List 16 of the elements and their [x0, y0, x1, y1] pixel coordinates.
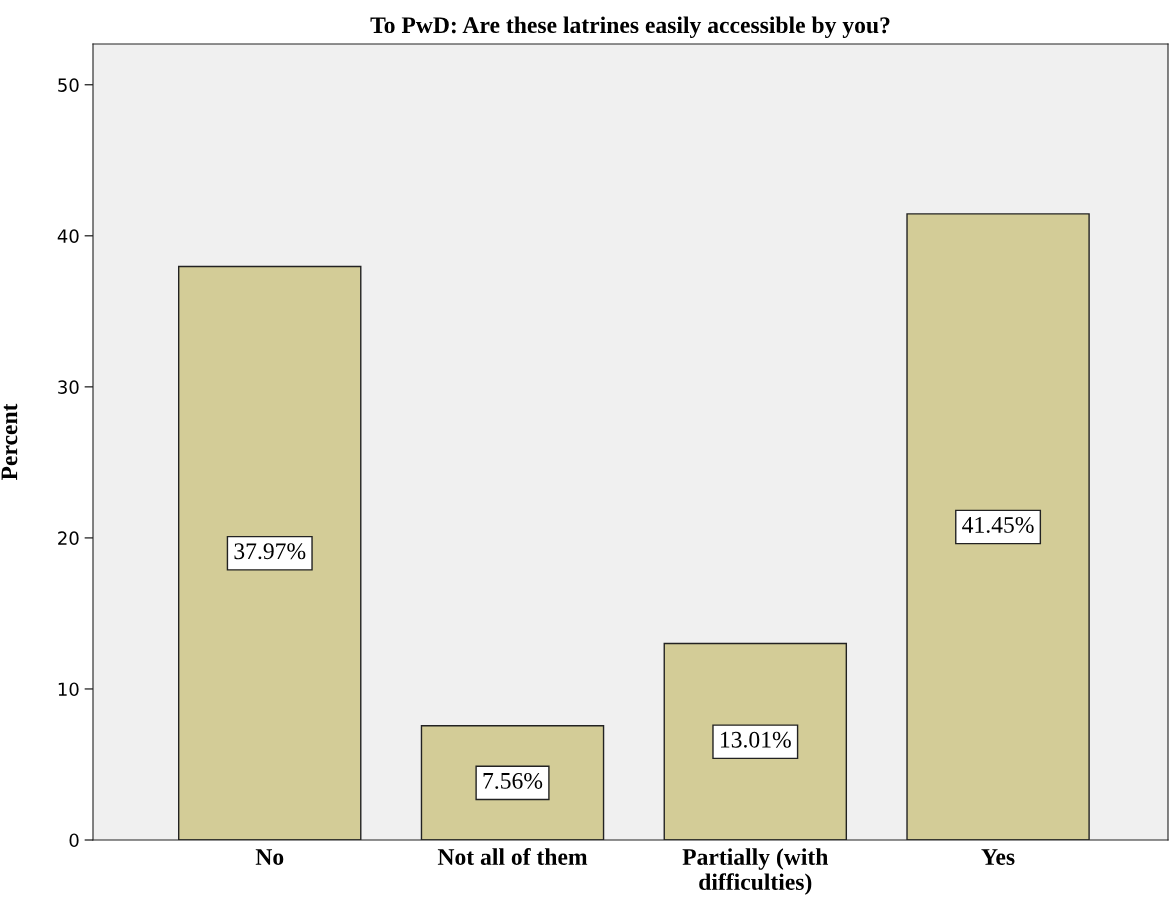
y-tick-label: 10 [58, 682, 79, 697]
y-axis-title: Percent [1, 403, 18, 481]
x-tick-label: Partially (with difficulties) [682, 848, 829, 895]
data-label: 13.01% [720, 731, 791, 748]
y-tick-label: 40 [57, 229, 79, 243]
x-tick-label: Yes [981, 849, 1015, 865]
y-tick-label: 0 [69, 833, 79, 848]
y-tick-label: 30 [58, 380, 79, 394]
y-tick-label: 50 [58, 78, 79, 92]
data-label: 7.56% [483, 772, 543, 789]
chart-title: To PwD: Are these latrines easily accessible by you? [370, 16, 890, 38]
x-tick-label: No [255, 849, 284, 865]
x-tick-label: Not all of them [437, 848, 588, 865]
data-label: 41.45% [962, 516, 1034, 533]
y-tick-label: 20 [58, 531, 79, 546]
data-label: 37.97% [234, 543, 306, 560]
